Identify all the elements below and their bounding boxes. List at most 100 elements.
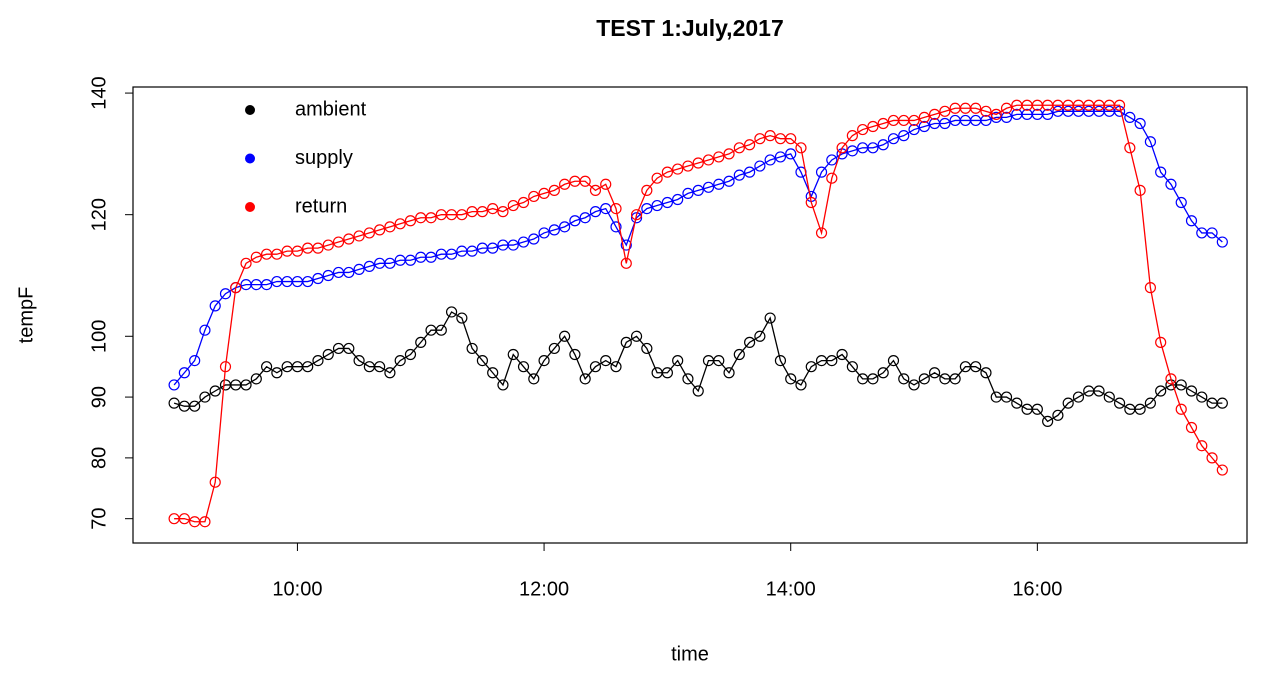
point <box>867 142 879 154</box>
point <box>898 373 910 385</box>
point <box>610 361 622 373</box>
point <box>949 373 961 385</box>
point <box>877 117 889 130</box>
point <box>723 175 735 187</box>
point <box>610 221 622 233</box>
x-tick-label: 10:00 <box>272 578 322 600</box>
point <box>353 355 365 367</box>
point <box>271 248 283 260</box>
legend-marker <box>245 105 255 115</box>
point <box>332 236 345 248</box>
point <box>713 355 725 367</box>
point <box>1124 142 1136 154</box>
point <box>672 355 684 367</box>
point <box>476 206 489 218</box>
point <box>178 513 190 525</box>
point <box>733 348 745 361</box>
point <box>744 336 756 348</box>
point <box>353 230 365 242</box>
point <box>548 342 560 355</box>
point <box>374 224 386 236</box>
point <box>918 111 930 124</box>
point <box>538 227 550 239</box>
point <box>1042 108 1054 120</box>
y-tick-label: 90 <box>88 386 110 408</box>
point <box>733 169 745 181</box>
point <box>404 215 417 227</box>
point <box>250 251 262 263</box>
point <box>343 266 355 279</box>
point <box>1072 391 1085 403</box>
point <box>754 133 766 145</box>
point <box>713 178 725 190</box>
point <box>466 342 478 355</box>
point <box>589 206 602 218</box>
point <box>630 330 643 342</box>
point <box>374 361 386 373</box>
point <box>630 209 643 221</box>
point <box>610 203 622 215</box>
point <box>199 324 211 336</box>
y-tick-label: 120 <box>88 198 110 231</box>
point <box>343 342 355 355</box>
y-axis-label: tempF <box>15 287 37 344</box>
point <box>939 117 951 130</box>
point <box>1206 227 1218 239</box>
point <box>1103 391 1115 403</box>
series-line <box>174 104 1223 523</box>
point <box>394 355 406 367</box>
point <box>497 379 509 391</box>
point <box>692 385 704 397</box>
point <box>538 187 550 199</box>
point <box>723 148 735 160</box>
point <box>1185 421 1198 434</box>
point <box>559 178 571 190</box>
point <box>466 245 478 257</box>
point <box>723 367 735 379</box>
point <box>620 336 632 348</box>
point <box>1175 403 1187 415</box>
point <box>713 151 725 163</box>
point <box>1206 452 1218 464</box>
point <box>1175 196 1187 209</box>
point <box>754 330 766 342</box>
point <box>918 120 930 133</box>
point <box>1165 373 1177 385</box>
point <box>877 367 889 379</box>
point <box>980 114 992 127</box>
point <box>1113 397 1126 409</box>
point <box>291 245 304 257</box>
point <box>1196 391 1208 403</box>
point <box>456 209 468 221</box>
point <box>630 212 643 224</box>
point <box>867 373 879 385</box>
point <box>620 257 632 269</box>
point <box>425 251 437 263</box>
point <box>425 212 437 224</box>
point <box>928 108 941 120</box>
point <box>404 254 417 266</box>
point <box>579 175 591 187</box>
point <box>1165 178 1177 190</box>
legend-label: return <box>295 195 347 217</box>
point <box>651 172 663 184</box>
point <box>1124 111 1136 124</box>
point <box>240 257 252 269</box>
point <box>363 260 375 272</box>
point <box>1042 415 1054 427</box>
point <box>1216 397 1228 409</box>
point <box>1134 117 1146 130</box>
point <box>754 160 766 172</box>
point <box>836 348 848 361</box>
point <box>1000 391 1013 403</box>
point <box>260 279 273 291</box>
point <box>672 193 684 206</box>
point <box>908 379 920 391</box>
point <box>343 233 355 245</box>
series-line <box>173 110 1223 386</box>
point <box>1185 215 1198 227</box>
point <box>672 163 684 175</box>
point <box>980 105 992 117</box>
point <box>579 212 591 224</box>
